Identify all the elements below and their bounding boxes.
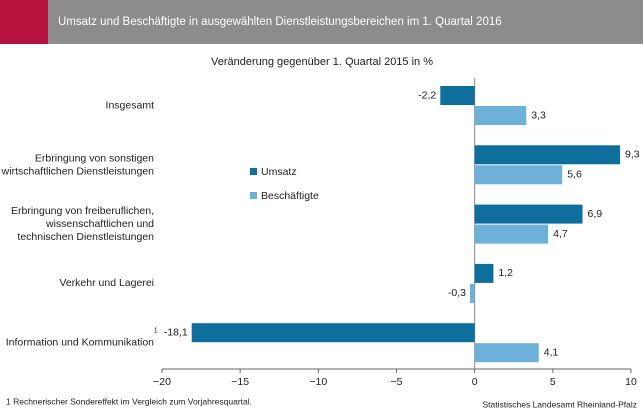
value-label: 9,3 — [625, 149, 640, 161]
value-label: 6,9 — [588, 208, 603, 220]
value-label: 5,6 — [567, 169, 582, 181]
bar — [474, 106, 527, 125]
x-tick-label: −5 — [391, 376, 403, 388]
bar — [191, 323, 475, 343]
x-tick-label: 5 — [550, 376, 556, 388]
value-label: 4,1 — [544, 346, 559, 358]
value-label: -0,3 — [448, 287, 466, 299]
source: Statistisches Landesamt Rheinland-Pfalz — [483, 399, 638, 409]
footnote: 1 Rechnerischer Sondereffekt im Vergleic… — [6, 396, 252, 406]
bar — [474, 145, 621, 165]
x-tick-label: −20 — [153, 376, 171, 388]
value-label: 1,2 — [498, 267, 513, 279]
x-tick-label: −10 — [309, 376, 327, 388]
bar — [469, 283, 475, 303]
value-label: -2,2 — [418, 89, 436, 101]
header-accent — [0, 0, 48, 44]
header-bar — [48, 0, 643, 44]
x-tick-label: −15 — [231, 376, 249, 388]
bar — [440, 86, 475, 105]
legend-swatch — [250, 168, 257, 175]
category-label: Erbringung von freiberuflichen, wissensch… — [11, 205, 154, 243]
bar — [474, 204, 583, 224]
x-tick-label: 0 — [472, 376, 478, 388]
bar — [474, 165, 563, 185]
legend-label: Beschäftigte — [261, 190, 319, 202]
legend-swatch — [250, 192, 257, 199]
x-tick-label: 10 — [625, 376, 637, 388]
legend-label: Umsatz — [261, 166, 297, 178]
bar — [474, 263, 494, 283]
category-label: Erbringung von sonstigen wirtschaftlichen… — [1, 152, 154, 177]
footnote-marker: 1 — [154, 328, 158, 335]
bar — [474, 224, 549, 244]
value-label: 4,7 — [553, 228, 568, 240]
category-label: Information und Kommunikation — [6, 336, 154, 348]
category-label: Insgesamt — [106, 99, 155, 111]
value-label: -18,1 — [164, 326, 188, 338]
value-label: 3,3 — [531, 109, 546, 121]
category-label: Verkehr und Lagerei — [59, 277, 154, 289]
chart-subtitle: Veränderung gegenüber 1. Quartal 2015 in… — [211, 56, 433, 68]
bar — [474, 343, 539, 363]
chart-title: Umsatz und Beschäftigte in ausgewählten … — [58, 16, 502, 28]
